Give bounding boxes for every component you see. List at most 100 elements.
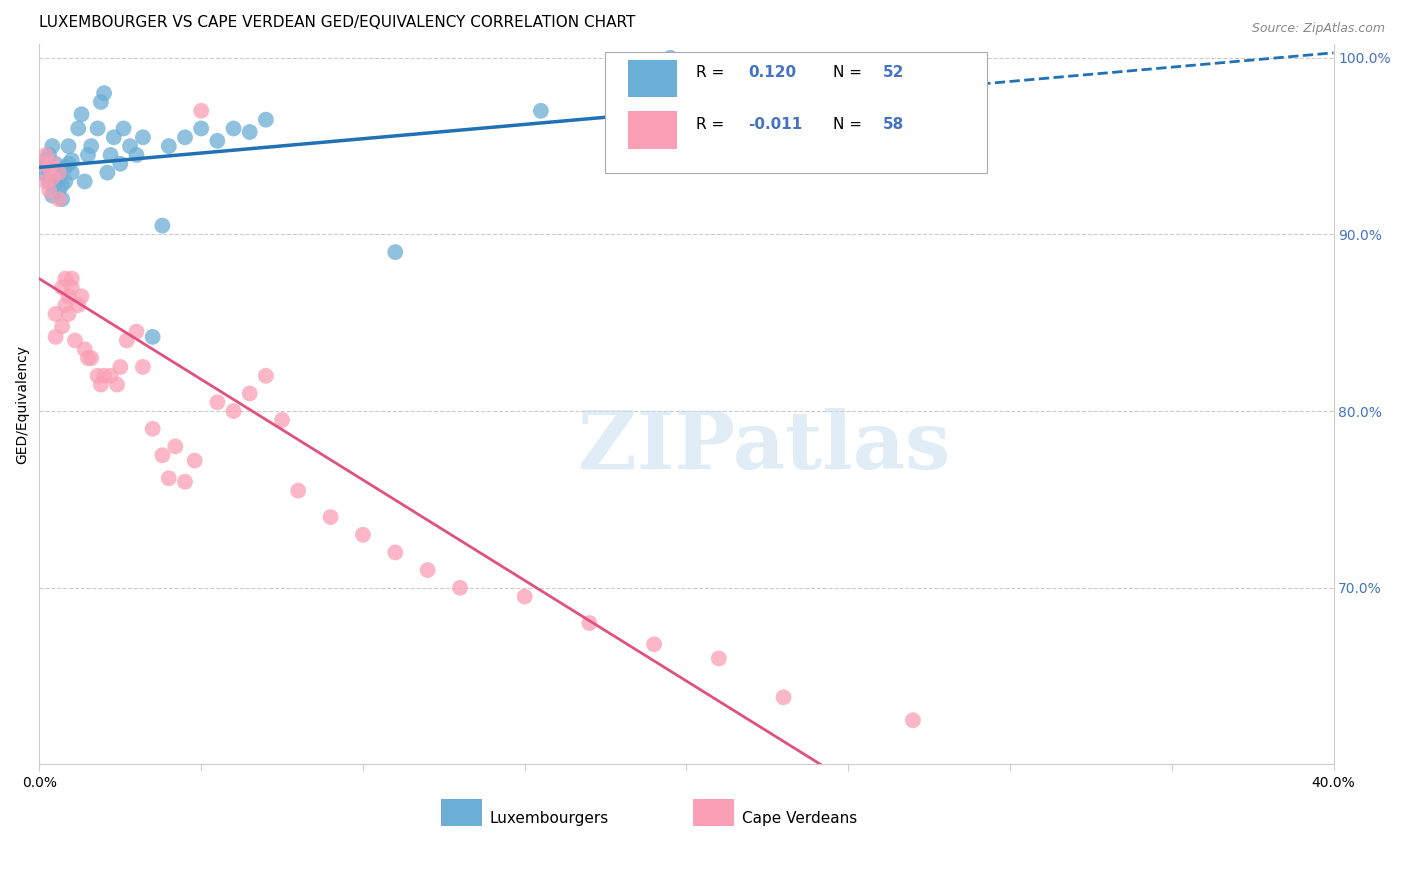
- Point: [287, 483, 309, 498]
- Point: [58, 157, 80, 171]
- Point: [165, 439, 187, 453]
- Point: [174, 130, 197, 145]
- Point: [51, 280, 73, 294]
- Point: [142, 422, 165, 436]
- Text: R =: R =: [696, 117, 728, 132]
- Point: [45, 166, 67, 180]
- Point: [132, 130, 155, 145]
- Text: ZIPatlas: ZIPatlas: [578, 409, 950, 486]
- Point: [142, 330, 165, 344]
- Point: [96, 166, 118, 180]
- Text: N =: N =: [832, 117, 866, 132]
- Bar: [440, 799, 482, 826]
- Point: [239, 125, 262, 139]
- Point: [578, 616, 600, 631]
- Point: [110, 359, 132, 374]
- Point: [150, 448, 173, 462]
- Point: [35, 174, 58, 188]
- Point: [901, 713, 924, 727]
- Point: [70, 289, 93, 303]
- Point: [659, 51, 682, 65]
- Point: [132, 359, 155, 374]
- Point: [80, 139, 103, 153]
- Point: [707, 651, 730, 665]
- Y-axis label: GED/Equivalency: GED/Equivalency: [15, 344, 30, 464]
- Text: 58: 58: [883, 117, 904, 132]
- Text: Cape Verdeans: Cape Verdeans: [742, 811, 858, 825]
- Point: [118, 139, 141, 153]
- Point: [319, 510, 342, 524]
- Point: [45, 307, 67, 321]
- Point: [239, 386, 262, 401]
- Point: [41, 178, 63, 192]
- Point: [254, 368, 277, 383]
- Point: [449, 581, 471, 595]
- Point: [384, 545, 406, 559]
- Point: [41, 139, 63, 153]
- Text: -0.011: -0.011: [748, 117, 803, 132]
- Point: [48, 170, 70, 185]
- Point: [271, 413, 294, 427]
- Point: [190, 103, 212, 118]
- Point: [222, 121, 245, 136]
- Point: [73, 343, 96, 357]
- Point: [125, 325, 148, 339]
- Point: [41, 157, 63, 171]
- Point: [53, 271, 76, 285]
- Point: [51, 192, 73, 206]
- Point: [45, 330, 67, 344]
- Point: [58, 139, 80, 153]
- Point: [352, 528, 374, 542]
- Text: 52: 52: [883, 65, 904, 80]
- Point: [41, 170, 63, 185]
- Point: [157, 139, 180, 153]
- Text: 0.120: 0.120: [748, 65, 797, 80]
- Point: [90, 377, 112, 392]
- Point: [70, 107, 93, 121]
- Point: [125, 148, 148, 162]
- Point: [67, 121, 90, 136]
- Point: [63, 334, 86, 348]
- Bar: [628, 60, 678, 97]
- Point: [38, 174, 60, 188]
- Point: [112, 121, 135, 136]
- Point: [530, 103, 553, 118]
- Point: [53, 174, 76, 188]
- Point: [48, 166, 70, 180]
- Point: [38, 183, 60, 197]
- Bar: [628, 112, 678, 149]
- Point: [60, 166, 83, 180]
- Point: [48, 183, 70, 197]
- Text: Luxembourgers: Luxembourgers: [489, 811, 609, 825]
- Point: [93, 368, 115, 383]
- Point: [41, 188, 63, 202]
- Point: [58, 289, 80, 303]
- Point: [105, 377, 128, 392]
- Point: [416, 563, 439, 577]
- Point: [51, 178, 73, 192]
- Point: [90, 95, 112, 109]
- Point: [77, 148, 100, 162]
- Point: [38, 161, 60, 175]
- Point: [35, 157, 58, 171]
- Point: [53, 161, 76, 175]
- Text: R =: R =: [696, 65, 728, 80]
- Text: N =: N =: [832, 65, 866, 80]
- Text: LUXEMBOURGER VS CAPE VERDEAN GED/EQUIVALENCY CORRELATION CHART: LUXEMBOURGER VS CAPE VERDEAN GED/EQUIVAL…: [39, 15, 636, 30]
- Point: [53, 298, 76, 312]
- Point: [207, 395, 229, 409]
- Point: [772, 690, 794, 705]
- Point: [110, 157, 132, 171]
- Point: [45, 174, 67, 188]
- Point: [384, 245, 406, 260]
- FancyBboxPatch shape: [605, 53, 987, 173]
- Point: [60, 280, 83, 294]
- Point: [80, 351, 103, 365]
- Point: [45, 157, 67, 171]
- Point: [60, 271, 83, 285]
- Point: [115, 334, 138, 348]
- Point: [31, 157, 53, 171]
- Point: [51, 319, 73, 334]
- Point: [86, 368, 108, 383]
- Point: [38, 148, 60, 162]
